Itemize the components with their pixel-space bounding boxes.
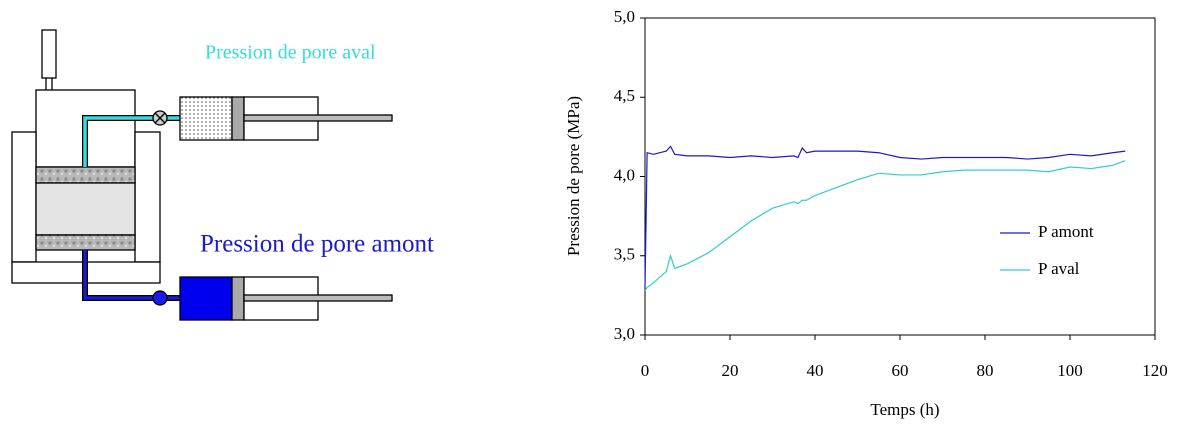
y-tick-label: 5,0 xyxy=(614,7,635,26)
plot-frame xyxy=(644,17,1156,336)
x-tick-label: 100 xyxy=(1057,361,1083,380)
y-tick-label: 3,5 xyxy=(614,245,635,264)
diagram-label: Pression de pore aval xyxy=(205,42,376,64)
x-axis-title: Temps (h) xyxy=(870,400,939,419)
y-axis-title: Pression de pore (MPa) xyxy=(564,96,583,256)
x-tick-label: 0 xyxy=(641,361,650,380)
x-tick-label: 60 xyxy=(892,361,909,380)
diagram-label: Pression de pore amont xyxy=(200,231,434,258)
x-tick-label: 120 xyxy=(1142,361,1168,380)
line-series xyxy=(644,160,1126,291)
x-tick-label: 80 xyxy=(977,361,994,380)
legend-label: P amont xyxy=(1038,222,1094,241)
x-tick-label: 40 xyxy=(807,361,824,380)
line-series xyxy=(644,145,1126,288)
y-tick-label: 4,5 xyxy=(614,86,635,105)
diagram xyxy=(11,29,393,321)
legend-label: P aval xyxy=(1038,259,1080,278)
x-tick-label: 20 xyxy=(722,361,739,380)
y-tick-label: 3,0 xyxy=(614,324,635,343)
y-tick-label: 4,0 xyxy=(614,165,635,184)
